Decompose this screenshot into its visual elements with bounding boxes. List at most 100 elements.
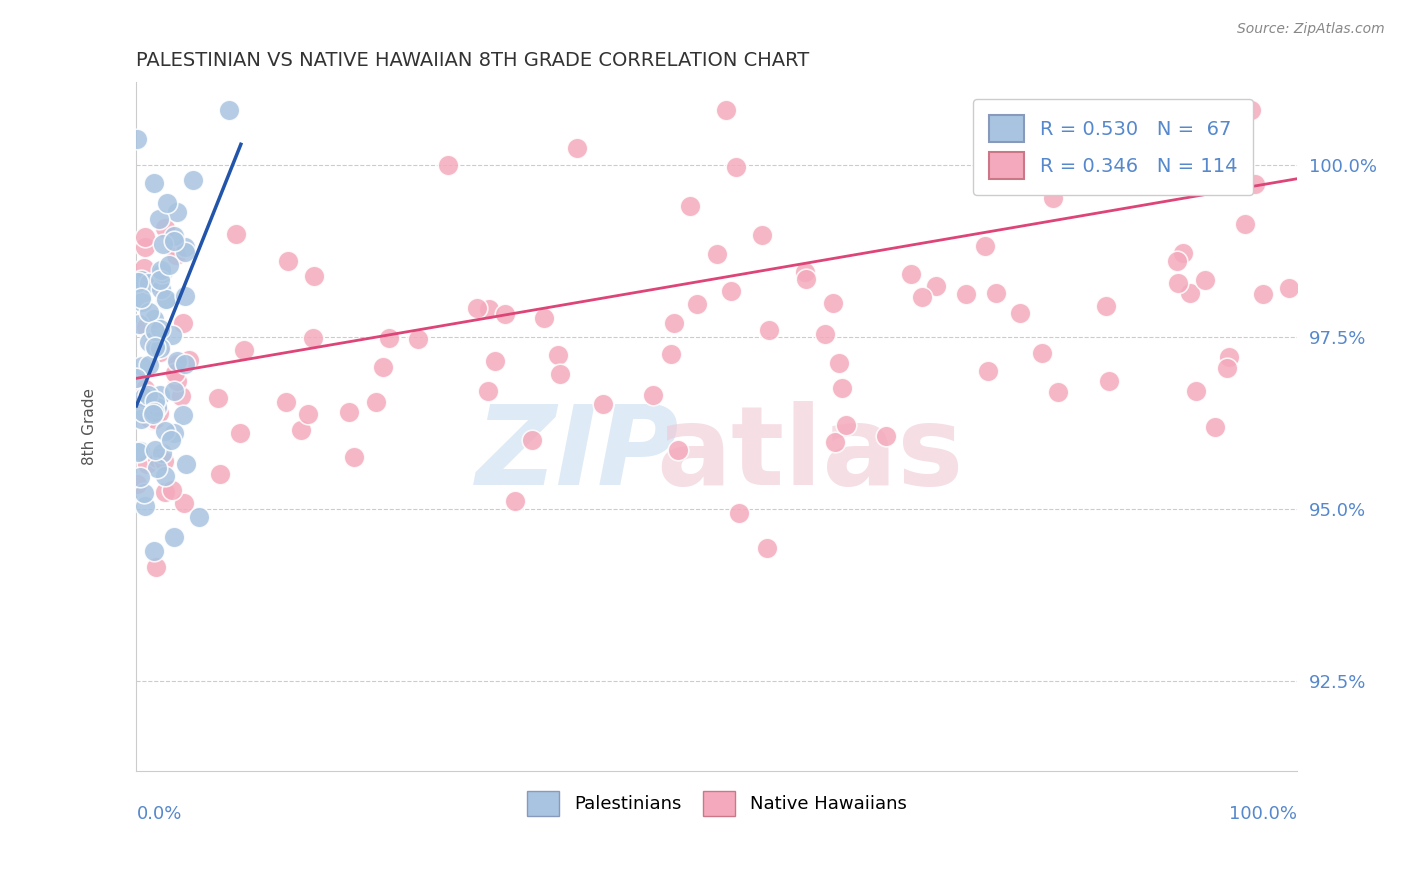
Point (302, 268, 325, 283)
Point (343, 450, 366, 464)
Point (728, 506, 751, 520)
Point (1204, 420, 1226, 434)
Point (1008, 306, 1031, 320)
Point (149, 345, 172, 359)
Point (1234, 217, 1257, 231)
Point (135, 319, 157, 334)
Point (163, 384, 186, 399)
Point (478, 301, 501, 316)
Text: PALESTINIAN VS NATIVE HAWAIIAN 8TH GRADE CORRELATION CHART: PALESTINIAN VS NATIVE HAWAIIAN 8TH GRADE… (136, 51, 810, 70)
Point (181, 173, 204, 187)
Point (1074, 170, 1097, 185)
Point (155, 293, 177, 307)
Point (208, 467, 231, 482)
Point (679, 199, 702, 213)
Point (134, 240, 156, 254)
Point (149, 282, 172, 296)
Point (143, 177, 166, 191)
Point (172, 316, 194, 330)
Point (437, 158, 460, 172)
Point (160, 483, 183, 498)
Point (134, 382, 156, 396)
Point (794, 272, 817, 286)
Point (297, 407, 319, 421)
Point (131, 405, 153, 419)
Point (668, 443, 690, 458)
Point (165, 248, 187, 262)
Point (152, 454, 174, 468)
Point (364, 394, 387, 409)
Point (142, 413, 165, 427)
Point (548, 367, 571, 381)
Text: 8th Grade: 8th Grade (83, 388, 97, 465)
Point (153, 468, 176, 483)
Point (974, 239, 997, 253)
Point (706, 246, 728, 260)
Text: 0.0%: 0.0% (136, 805, 181, 823)
Point (503, 494, 526, 508)
Point (827, 356, 849, 370)
Point (166, 354, 188, 368)
Point (724, 160, 747, 174)
Point (134, 500, 156, 514)
Point (823, 295, 845, 310)
Point (165, 244, 187, 258)
Point (277, 254, 299, 268)
Point (977, 364, 1000, 378)
Point (129, 273, 152, 287)
Point (751, 228, 773, 243)
Point (149, 341, 172, 355)
Point (163, 530, 186, 544)
Point (165, 366, 187, 380)
Point (145, 343, 167, 357)
Point (484, 353, 506, 368)
Point (166, 375, 188, 389)
Point (174, 244, 197, 259)
Point (955, 287, 977, 301)
Point (477, 384, 499, 398)
Point (494, 308, 516, 322)
Point (910, 290, 932, 304)
Point (218, 103, 240, 117)
Point (145, 324, 167, 338)
Point (302, 331, 325, 345)
Point (1046, 384, 1069, 399)
Point (831, 381, 853, 395)
Point (758, 323, 780, 337)
Point (132, 260, 155, 275)
Point (138, 276, 160, 290)
Point (1168, 135, 1191, 149)
Point (153, 221, 176, 235)
Point (145, 559, 167, 574)
Point (875, 429, 897, 443)
Point (1215, 361, 1237, 376)
Point (138, 334, 160, 349)
Point (142, 338, 165, 352)
Point (162, 234, 184, 248)
Point (150, 446, 173, 460)
Point (170, 389, 193, 403)
Point (174, 457, 197, 471)
Point (150, 262, 173, 277)
Point (1019, 115, 1042, 129)
Point (207, 391, 229, 405)
Point (138, 305, 160, 319)
Point (274, 395, 297, 409)
Point (142, 311, 165, 326)
Point (1194, 273, 1216, 287)
Point (664, 316, 686, 330)
Point (720, 284, 742, 298)
Point (1240, 103, 1263, 117)
Text: atlas: atlas (657, 401, 963, 508)
Point (143, 394, 166, 409)
Point (132, 390, 155, 404)
Point (716, 103, 738, 117)
Point (127, 132, 149, 146)
Point (153, 424, 176, 438)
Point (233, 343, 256, 358)
Point (1218, 350, 1240, 364)
Point (163, 426, 186, 441)
Point (229, 425, 252, 440)
Point (138, 411, 160, 425)
Point (129, 411, 152, 425)
